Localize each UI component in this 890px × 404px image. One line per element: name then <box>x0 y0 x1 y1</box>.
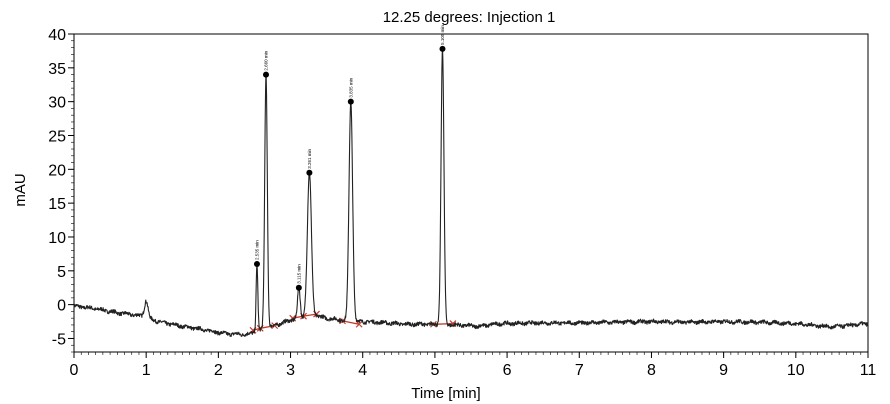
x-tick-label: 3 <box>286 362 295 379</box>
x-tick-label: 7 <box>575 362 584 379</box>
y-tick-label: 0 <box>57 298 66 315</box>
y-tick-label: 40 <box>48 27 66 44</box>
y-tick-label: 30 <box>48 95 66 112</box>
y-tick-label: -5 <box>52 331 66 348</box>
peak-markers: 2.535 min 2.660 min 3.115 min 3.261 min 3.83… <box>253 25 446 291</box>
peak-apex-marker <box>439 45 446 52</box>
integration-marker <box>355 320 363 328</box>
peak-retention-label: 5.105 min <box>440 25 445 45</box>
x-tick-label: 10 <box>787 362 805 379</box>
peak-retention-label: 3.115 min <box>296 264 301 284</box>
peak-apex-marker <box>253 261 260 268</box>
x-axis-title: Time [min] <box>411 385 480 402</box>
peak-apex-marker <box>347 98 354 105</box>
x-tick-label: 9 <box>719 362 728 379</box>
y-tick-label: 35 <box>48 61 66 78</box>
peak-retention-label: 3.835 min <box>348 77 353 97</box>
peak-retention-label: 3.261 min <box>307 148 312 168</box>
y-tick-label: 25 <box>48 128 66 145</box>
peak-apex-marker <box>263 71 270 78</box>
plot-area-frame <box>73 33 869 353</box>
chart-title: 12.25 degrees: Injection 1 <box>383 9 556 26</box>
integration-markers <box>249 310 457 334</box>
x-tick-label: 6 <box>503 362 512 379</box>
y-axis: -5 0 5 10 15 20 25 30 35 40 <box>48 27 74 353</box>
peak-retention-label: 2.660 min <box>264 50 269 70</box>
y-tick-label: 15 <box>48 196 66 213</box>
peak-retention-label: 2.535 min <box>254 240 259 260</box>
peak-apex-marker <box>295 284 302 291</box>
x-axis: 0 1 2 3 4 5 6 7 8 9 10 11 <box>70 352 877 379</box>
y-tick-label: 5 <box>57 264 66 281</box>
y-axis-title: mAU <box>12 173 29 206</box>
x-tick-label: 0 <box>70 362 79 379</box>
x-tick-label: 11 <box>860 362 877 379</box>
peak-apex-marker <box>306 169 313 176</box>
x-tick-label: 4 <box>358 362 367 379</box>
y-tick-label: 10 <box>48 230 66 247</box>
chromatogram-trace <box>73 48 869 337</box>
x-tick-label: 2 <box>214 362 223 379</box>
y-tick-label: 20 <box>48 162 66 179</box>
integration-baseline <box>342 320 360 325</box>
x-tick-label: 1 <box>142 362 151 379</box>
x-tick-label: 5 <box>430 362 439 379</box>
x-tick-label: 8 <box>647 362 656 379</box>
